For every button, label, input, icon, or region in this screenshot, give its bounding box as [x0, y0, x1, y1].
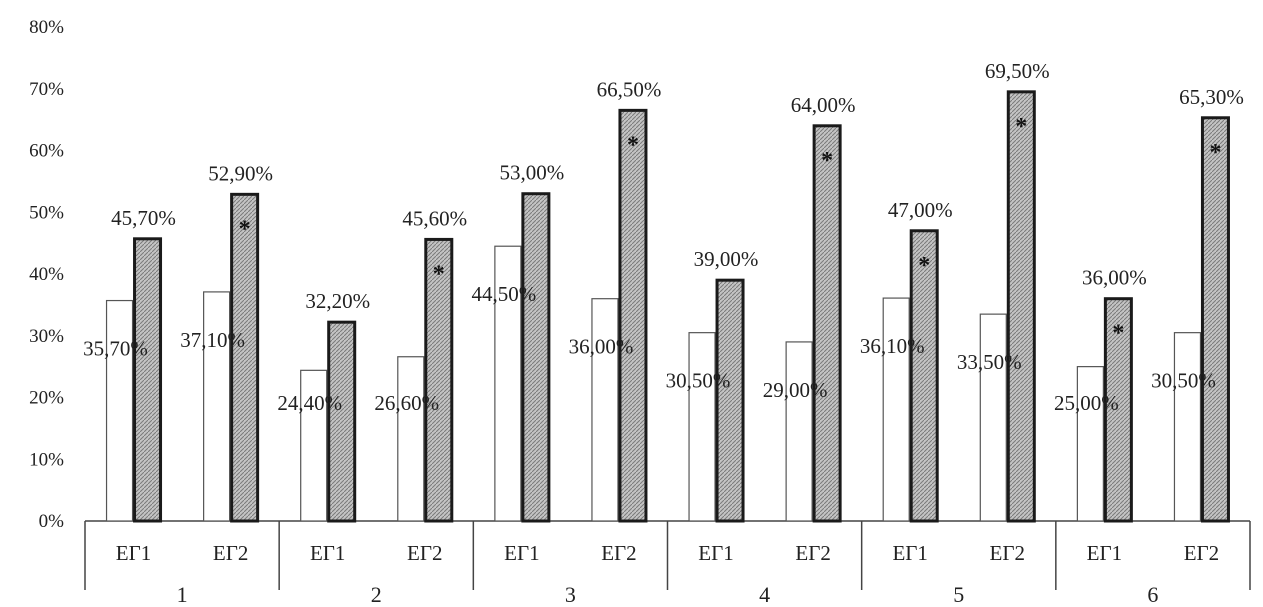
significance-marker: *: [627, 132, 639, 158]
bar-after: [618, 108, 648, 523]
bar-after: [327, 320, 357, 523]
y-tick-label: 80%: [29, 17, 64, 38]
data-label-after: 64,00%: [791, 93, 856, 117]
significance-marker: *: [1209, 140, 1221, 166]
category-label: ЕГ2: [601, 541, 636, 565]
y-tick-label: 10%: [29, 449, 64, 470]
category-label: ЕГ1: [892, 541, 927, 565]
data-label-before: 30,50%: [666, 369, 731, 393]
y-tick-label: 0%: [39, 511, 65, 532]
data-label-before: 37,10%: [180, 328, 245, 352]
significance-marker: *: [239, 216, 251, 242]
category-label: ЕГ2: [990, 541, 1025, 565]
group-label: 1: [177, 582, 188, 607]
significance-marker: *: [433, 261, 445, 287]
data-label-after: 53,00%: [500, 161, 565, 185]
category-label: ЕГ2: [407, 541, 442, 565]
data-label-after: 32,20%: [305, 289, 370, 313]
bar-before: [300, 369, 328, 522]
data-label-before: 36,00%: [569, 335, 634, 359]
group-label: 3: [565, 582, 576, 607]
category-label: ЕГ2: [1184, 541, 1219, 565]
data-label-before: 24,40%: [277, 391, 342, 415]
group-label: 5: [953, 582, 964, 607]
bar-before: [494, 245, 522, 522]
data-label-before: 25,00%: [1054, 391, 1119, 415]
category-label: ЕГ1: [698, 541, 733, 565]
category-label: ЕГ1: [310, 541, 345, 565]
bar-after: [1200, 116, 1230, 523]
data-labels: 45,70% 35,70% * 52,90% 37,10% 32,20% 24,40% * 45…: [83, 59, 1244, 415]
data-label-after: 45,70%: [111, 206, 176, 230]
data-label-before: 36,10%: [860, 334, 925, 358]
bar-before: [397, 356, 425, 522]
data-label-before: 44,50%: [472, 282, 537, 306]
y-tick-label: 70%: [29, 79, 64, 100]
bar-before: [1076, 366, 1104, 522]
data-label-before: 29,00%: [763, 378, 828, 402]
bar-before: [105, 299, 134, 522]
data-label-before: 33,50%: [957, 350, 1022, 374]
bar-after: [521, 192, 551, 523]
data-label-after: 39,00%: [694, 247, 759, 271]
data-label-before: 35,70%: [83, 337, 148, 361]
data-label-after: 66,50%: [597, 77, 662, 101]
y-tick-label: 60%: [29, 141, 64, 162]
data-label-after: 52,90%: [208, 161, 273, 185]
data-label-before: 30,50%: [1151, 369, 1216, 393]
data-label-before: 26,60%: [374, 391, 439, 415]
group-label: 6: [1147, 582, 1158, 607]
bar-before: [785, 341, 813, 522]
category-label: ЕГ2: [795, 541, 830, 565]
y-tick-label: 40%: [29, 264, 64, 285]
bar-after: [812, 124, 842, 523]
category-label: ЕГ1: [1087, 541, 1122, 565]
category-label: ЕГ2: [213, 541, 248, 565]
bar-after: [133, 237, 163, 523]
bar-after: [424, 237, 454, 523]
bar-after: [909, 229, 939, 523]
bar-before: [1173, 332, 1202, 522]
group-label: 4: [759, 582, 770, 607]
bars: [105, 90, 1230, 523]
y-tick-label: 20%: [29, 388, 64, 409]
bar-after: [1103, 297, 1133, 523]
bar-before: [591, 298, 619, 522]
group-label: 2: [371, 582, 382, 607]
bar-before: [882, 297, 910, 522]
bar-after: [715, 278, 745, 523]
data-label-after: 65,30%: [1179, 85, 1244, 109]
bar-before: [203, 291, 231, 522]
data-label-after: 45,60%: [402, 206, 467, 230]
bar-before: [979, 313, 1007, 522]
significance-marker: *: [1112, 321, 1124, 347]
data-label-after: 36,00%: [1082, 266, 1147, 290]
y-tick-label: 30%: [29, 326, 64, 347]
category-label: ЕГ1: [116, 541, 151, 565]
significance-marker: *: [821, 148, 833, 174]
y-tick-label: 50%: [29, 202, 64, 223]
bar-after: [1006, 90, 1036, 523]
significance-marker: *: [1015, 114, 1027, 140]
axes: 0% 10% 20% 30% 40% 50% 60% 70% 80% 1 ЕГ1 ЕГ2 2 ЕГ1 ЕГ2…: [29, 17, 1251, 607]
data-label-after: 47,00%: [888, 198, 953, 222]
bar-before: [688, 332, 716, 522]
bar-after: [230, 192, 260, 523]
category-label: ЕГ1: [504, 541, 539, 565]
significance-marker: *: [918, 253, 930, 279]
data-label-after: 69,50%: [985, 59, 1050, 83]
